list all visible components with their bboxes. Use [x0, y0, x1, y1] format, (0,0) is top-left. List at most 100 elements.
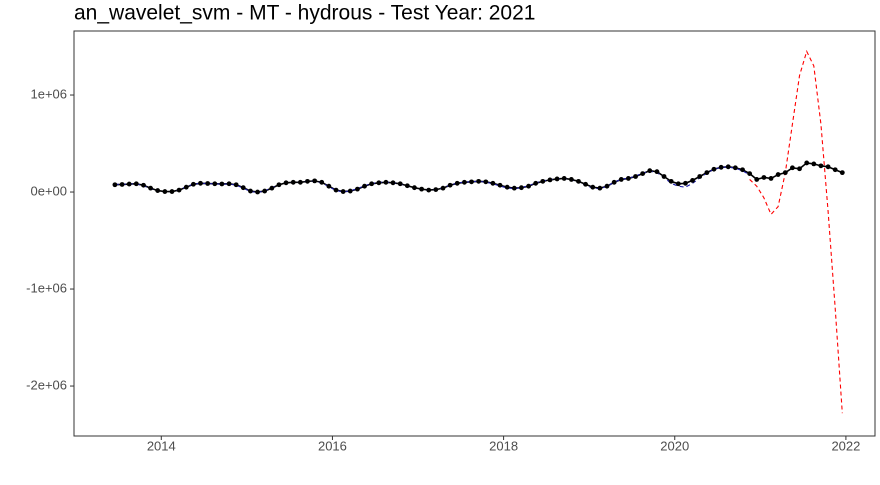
- data-point: [212, 181, 218, 187]
- data-point: [269, 185, 275, 191]
- data-point: [661, 174, 667, 179]
- data-point: [148, 185, 153, 191]
- data-point: [697, 174, 703, 179]
- data-point: [526, 183, 531, 189]
- data-point: [668, 178, 674, 184]
- data-point: [476, 178, 482, 184]
- data-point: [412, 185, 417, 191]
- x-tick-label: 2020: [660, 438, 689, 453]
- data-point: [248, 188, 253, 194]
- data-point: [119, 182, 125, 187]
- data-point: [440, 185, 446, 191]
- data-point: [347, 188, 353, 194]
- data-point: [198, 180, 203, 186]
- data-point: [511, 185, 517, 191]
- data-point: [597, 185, 603, 191]
- data-point: [590, 184, 596, 190]
- data-point: [740, 167, 745, 173]
- data-point: [554, 176, 560, 182]
- data-point: [169, 189, 175, 194]
- data-point: [804, 160, 810, 166]
- x-tick-label: 2016: [318, 438, 347, 453]
- data-point: [305, 178, 310, 184]
- x-tick-label: 2014: [147, 438, 176, 453]
- data-point: [633, 174, 638, 179]
- data-point: [383, 179, 389, 185]
- data-point: [754, 177, 760, 182]
- data-point: [433, 187, 439, 193]
- plot-frame: [73, 30, 876, 437]
- data-point: [561, 176, 567, 181]
- data-point: [362, 183, 367, 189]
- data-point: [262, 188, 268, 194]
- data-point: [226, 181, 232, 187]
- data-point: [397, 181, 403, 187]
- data-point: [469, 179, 474, 185]
- data-point: [162, 189, 168, 194]
- data-point: [790, 165, 795, 171]
- data-point: [547, 177, 553, 183]
- data-point: [711, 166, 717, 172]
- data-point: [233, 182, 239, 188]
- data-point: [483, 179, 489, 185]
- data-point: [683, 180, 688, 186]
- data-point: [404, 183, 410, 189]
- data-point: [690, 177, 695, 183]
- data-point: [355, 186, 360, 192]
- data-point: [718, 164, 724, 170]
- data-point: [312, 178, 318, 184]
- data-point: [141, 182, 146, 188]
- data-point: [625, 176, 631, 181]
- data-point: [747, 171, 753, 176]
- series-line: [749, 49, 843, 414]
- data-point: [369, 181, 375, 187]
- data-point: [568, 177, 574, 182]
- y-tick-label: -2e+06: [26, 377, 67, 392]
- data-point: [190, 181, 196, 187]
- y-tick-label: 0e+00: [30, 183, 67, 198]
- data-point: [454, 180, 460, 186]
- data-point: [576, 178, 581, 184]
- data-point: [611, 179, 617, 185]
- data-point: [832, 167, 838, 173]
- data-point: [583, 181, 588, 187]
- data-point: [704, 170, 710, 176]
- data-point: [133, 181, 139, 187]
- data-point: [219, 181, 225, 187]
- y-tick-label: -1e+06: [26, 280, 67, 295]
- data-point: [376, 180, 382, 186]
- data-point: [490, 180, 496, 186]
- data-point: [333, 187, 339, 193]
- data-point: [811, 161, 817, 167]
- data-point: [797, 166, 802, 172]
- data-point: [775, 172, 781, 177]
- data-point: [176, 187, 182, 193]
- data-point: [825, 164, 831, 170]
- data-point: [462, 179, 467, 185]
- data-point: [205, 181, 211, 186]
- data-point: [504, 184, 510, 190]
- data-point: [283, 180, 289, 186]
- data-point: [618, 177, 624, 182]
- data-point: [319, 179, 325, 185]
- data-point: [540, 178, 546, 184]
- y-tick-label: 1e+06: [30, 86, 67, 101]
- data-point: [447, 182, 453, 188]
- data-point: [675, 181, 681, 187]
- data-point: [725, 164, 731, 170]
- data-point: [240, 185, 246, 191]
- data-point: [155, 188, 161, 193]
- data-point: [112, 182, 118, 188]
- data-point: [340, 189, 346, 194]
- data-point: [426, 187, 432, 193]
- data-point: [839, 170, 845, 176]
- data-point: [818, 163, 824, 169]
- data-point: [647, 168, 653, 174]
- data-point: [419, 186, 425, 192]
- data-point: [518, 185, 524, 191]
- data-point: [183, 184, 189, 190]
- data-point: [497, 182, 503, 188]
- data-point: [276, 182, 282, 188]
- data-point: [290, 179, 296, 185]
